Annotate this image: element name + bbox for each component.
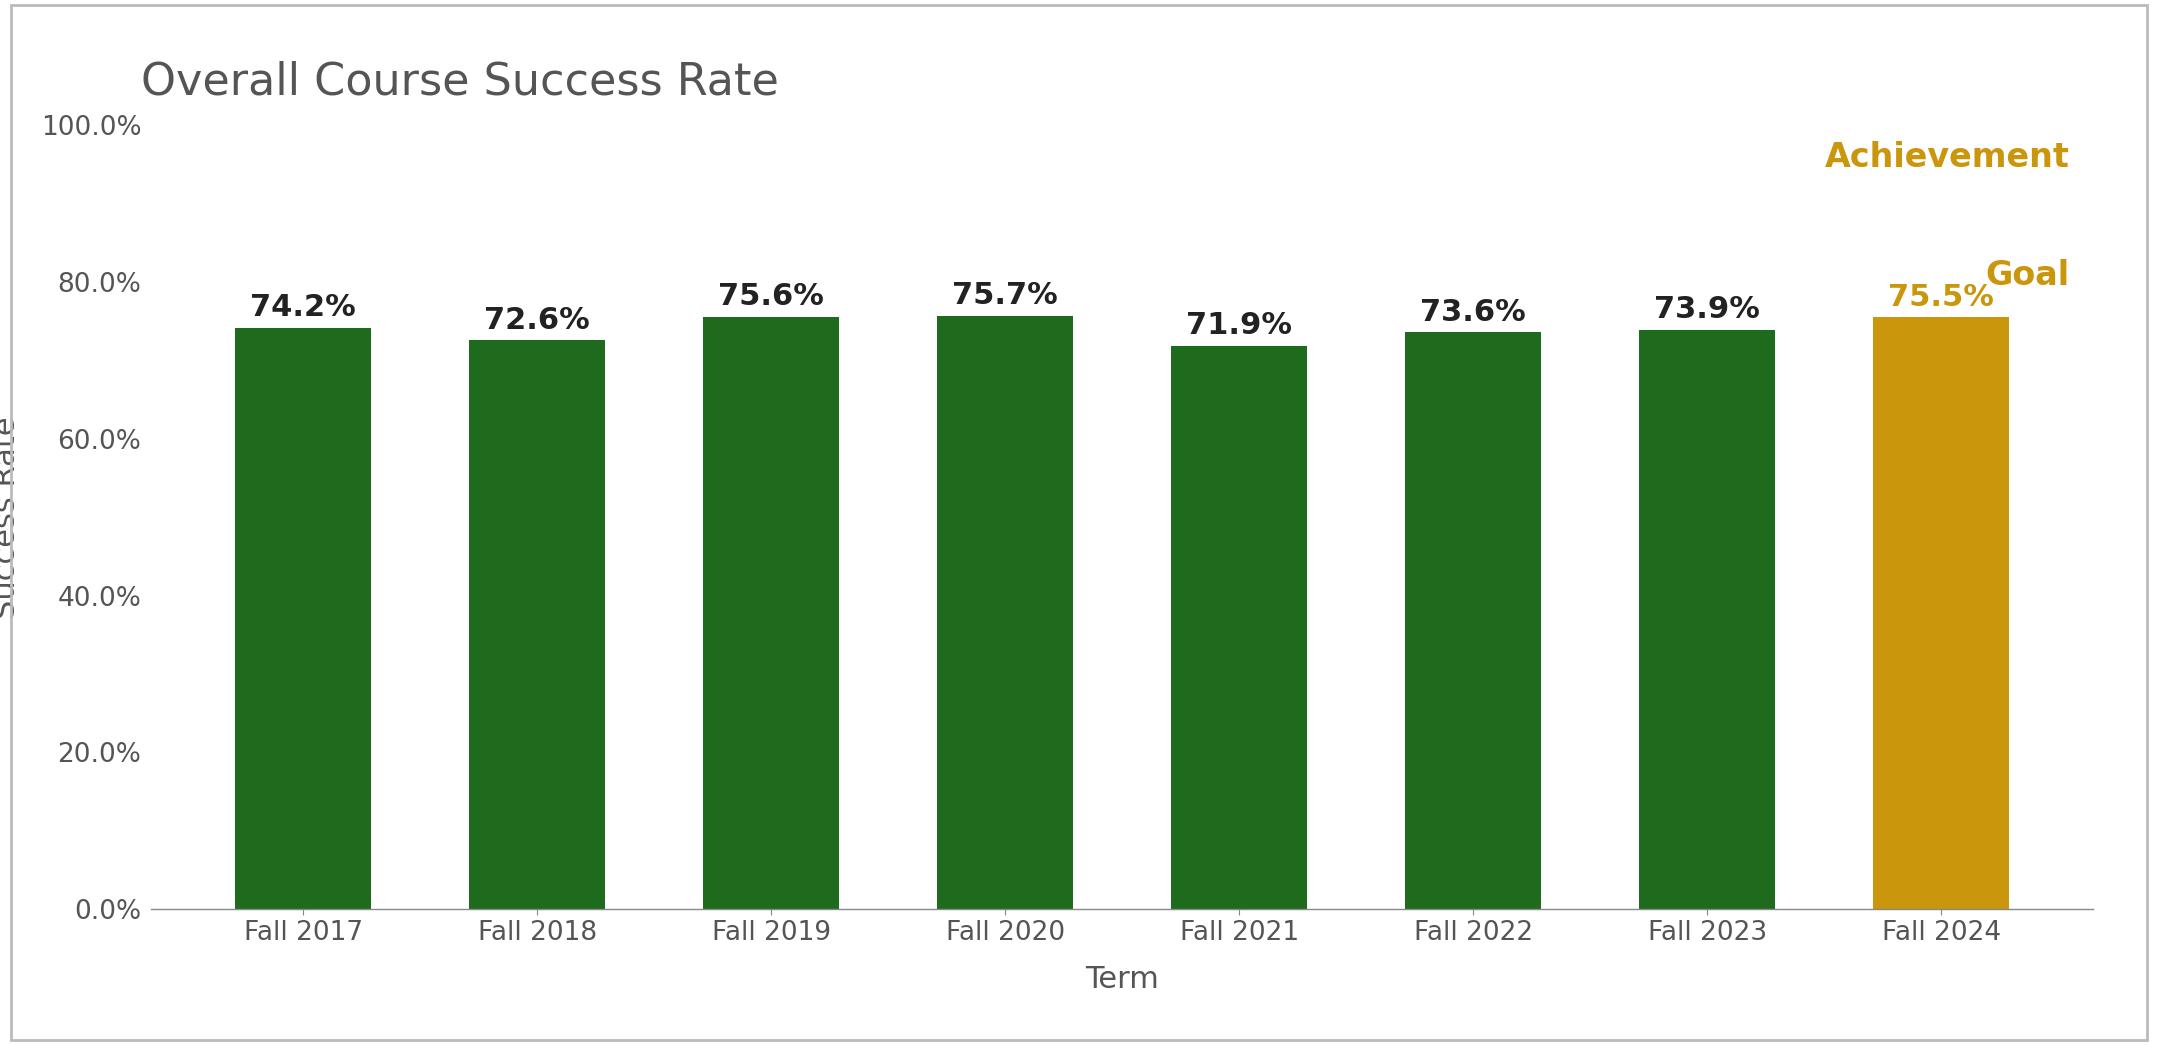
- Text: Goal: Goal: [1985, 259, 2070, 292]
- Bar: [704, 317, 839, 909]
- Text: 75.5%: 75.5%: [1888, 283, 1994, 311]
- Bar: [235, 327, 371, 909]
- Bar: [937, 316, 1073, 909]
- Text: 73.6%: 73.6%: [1420, 298, 1526, 327]
- Text: 71.9%: 71.9%: [1187, 311, 1293, 341]
- Bar: [1405, 332, 1541, 909]
- Text: Overall Course Success Rate: Overall Course Success Rate: [142, 61, 779, 103]
- Text: 75.7%: 75.7%: [952, 281, 1057, 310]
- Text: 73.9%: 73.9%: [1655, 296, 1761, 324]
- Text: 75.6%: 75.6%: [719, 282, 824, 311]
- Y-axis label: Success Rate: Success Rate: [0, 416, 22, 619]
- Bar: [1640, 330, 1776, 909]
- Bar: [468, 341, 604, 909]
- Text: 72.6%: 72.6%: [483, 305, 589, 334]
- Text: 74.2%: 74.2%: [250, 293, 356, 322]
- Text: Achievement: Achievement: [1826, 141, 2070, 175]
- Bar: [1873, 318, 2009, 909]
- Bar: [1172, 346, 1308, 909]
- X-axis label: Term: Term: [1085, 965, 1159, 994]
